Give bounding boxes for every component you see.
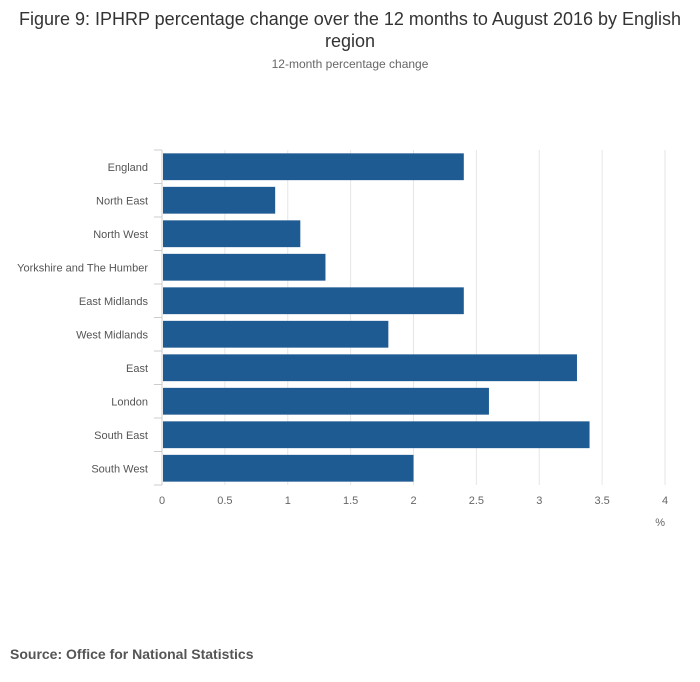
category-label: East	[126, 363, 148, 375]
source-note: Source: Office for National Statistics	[10, 646, 254, 662]
x-tick-label: 1.5	[343, 495, 358, 507]
category-label: England	[108, 162, 148, 174]
category-label: North West	[93, 229, 148, 241]
bar	[163, 320, 389, 348]
x-tick-label: 3	[536, 495, 542, 507]
x-tick-label: 2	[410, 495, 416, 507]
bar	[163, 387, 489, 415]
bar	[163, 454, 414, 482]
bar	[163, 153, 464, 181]
bar	[163, 220, 301, 248]
bar	[163, 287, 464, 315]
category-label: West Midlands	[76, 329, 148, 341]
chart-subtitle: 12-month percentage change	[271, 57, 429, 71]
category-label: South East	[94, 430, 148, 442]
bar	[163, 421, 590, 449]
bar	[163, 253, 326, 281]
category-label: London	[111, 396, 148, 408]
x-tick-label: 1	[285, 495, 291, 507]
x-tick-label: 4	[662, 495, 668, 507]
x-tick-label: 0.5	[217, 495, 232, 507]
bar	[163, 354, 577, 382]
x-axis-title: %	[655, 517, 665, 529]
chart-title: Figure 9: IPHRP percentage change over t…	[18, 9, 682, 51]
category-label: South West	[91, 463, 148, 475]
x-tick-label: 3.5	[594, 495, 609, 507]
category-label: North East	[96, 195, 148, 207]
x-tick-label: 0	[159, 495, 165, 507]
x-tick-label: 2.5	[469, 495, 484, 507]
bar	[163, 186, 276, 214]
category-label: East Midlands	[79, 296, 149, 308]
category-label: Yorkshire and The Humber	[17, 262, 148, 274]
